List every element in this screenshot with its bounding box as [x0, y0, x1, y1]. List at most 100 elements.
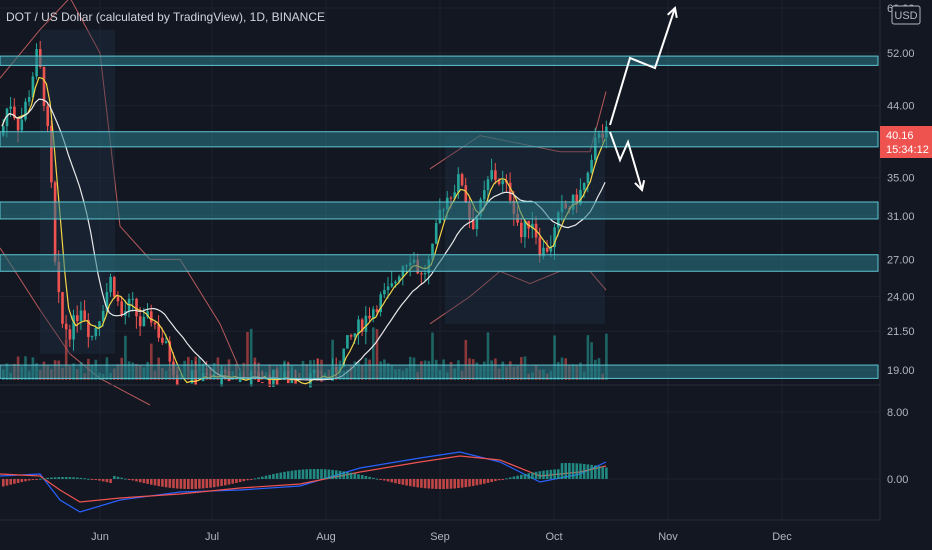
candle-body [142, 316, 146, 327]
macd-histogram-bar [431, 479, 434, 489]
candle-body [16, 118, 20, 131]
candle-body [364, 315, 368, 332]
macd-histogram-bar [483, 479, 486, 484]
macd-histogram-bar [557, 469, 560, 479]
candle-body [397, 276, 401, 282]
macd-histogram-bar [124, 478, 127, 480]
candle-body [50, 126, 53, 183]
candle-body [523, 220, 527, 238]
candle-body [168, 341, 172, 362]
macd-histogram-bar [571, 463, 575, 479]
macd-histogram-bar [538, 471, 542, 479]
candle-body [586, 172, 590, 183]
candle-body [368, 315, 371, 319]
price-axis-ticks: 60.0052.0044.0035.0031.0027.0024.0021.50… [887, 3, 915, 486]
macd-histogram-bar [309, 469, 312, 479]
macd-histogram-bar [87, 478, 90, 480]
macd-histogram-bar [590, 464, 593, 479]
macd-histogram-bar [379, 479, 382, 480]
volume-bar [249, 328, 253, 380]
macd-histogram-bar [72, 477, 75, 479]
bar-countdown: 15:34:12 [886, 144, 929, 156]
macd-histogram-bar [372, 477, 375, 479]
time-label-4: Oct [545, 531, 562, 543]
macd-histogram-bar [135, 479, 138, 482]
macd-histogram-bar [364, 475, 368, 479]
macd-histogram-bar [605, 467, 608, 479]
candle-body [557, 212, 560, 228]
macd-histogram-bar [542, 470, 545, 479]
macd-histogram-bar [320, 469, 323, 479]
macd-histogram-bar [53, 477, 57, 479]
sr-zone-1 [0, 131, 879, 148]
candle-body [268, 374, 271, 387]
macd-histogram-bar [113, 475, 116, 479]
volume-bar [486, 332, 490, 380]
price-tick-8: 19.00 [887, 365, 915, 377]
macd-histogram-bar [150, 479, 153, 485]
macd-histogram-bar [523, 473, 527, 479]
macd-signal-line [0, 455, 607, 503]
macd-histogram-bar [601, 466, 604, 479]
macd-histogram-bar [2, 479, 5, 487]
support-resistance-zones[interactable] [0, 55, 879, 379]
candle-body [420, 273, 423, 275]
candle-body [594, 137, 597, 160]
ma-fast-line [1, 76, 606, 385]
last-price-value: 40.16 [886, 130, 914, 142]
price-tick-1: 52.00 [887, 48, 915, 60]
macd-histogram-bar [242, 479, 246, 482]
time-label-2: Aug [316, 531, 336, 543]
macd-histogram-bar [420, 479, 423, 488]
macd-histogram-bar [357, 474, 360, 479]
macd-histogram-bar [497, 479, 501, 481]
candle-body [150, 311, 153, 323]
projection-arrows[interactable] [609, 6, 678, 193]
macd-histogram-bar [471, 479, 475, 486]
macd-histogram-bar [257, 477, 260, 479]
candle-body [553, 227, 556, 248]
macd-histogram-bar [101, 479, 105, 482]
price-tick-3: 35.00 [887, 173, 915, 185]
candle-body [105, 292, 109, 311]
time-label-3: Sep [430, 531, 450, 543]
macd-histogram-bar [9, 479, 12, 485]
currency-badge[interactable]: USD [891, 5, 921, 25]
macd-histogram-bar [31, 479, 35, 480]
candle-body [531, 223, 534, 229]
candle-body [135, 298, 138, 317]
candle-body [520, 222, 523, 238]
macd-pane [0, 451, 608, 513]
macd-histogram-bar [316, 469, 320, 479]
macd-histogram-bar [479, 479, 482, 485]
candle-body [460, 174, 464, 186]
macd-histogram-bar [201, 479, 205, 489]
macd-histogram-bar [98, 479, 101, 481]
band-fill-left [40, 29, 115, 354]
time-axis-labels[interactable]: Jun Jul Aug Sep Oct Nov Dec [91, 531, 792, 543]
macd-histogram-bar [468, 479, 471, 487]
macd-histogram-bar [224, 479, 227, 486]
candle-body [113, 276, 116, 297]
macd-histogram-bar [390, 479, 394, 483]
macd-histogram-bar [505, 478, 508, 480]
macd-histogram-bar [416, 479, 419, 488]
candle-body [497, 179, 501, 185]
price-axis[interactable] [880, 0, 932, 550]
band-upper-left [0, 0, 241, 371]
candle-body [24, 101, 27, 120]
macd-histogram-bar [331, 469, 334, 479]
macd-histogram-bar [575, 463, 579, 479]
macd-histogram-bar [338, 470, 342, 479]
candle-body [153, 322, 157, 325]
candle-body [383, 290, 386, 295]
candle-body [109, 276, 112, 293]
candle-body [294, 379, 297, 384]
candle-body [20, 119, 24, 131]
macd-histogram-bar [27, 479, 31, 481]
macd-histogram-bar [457, 479, 460, 489]
macd-histogram-bar [549, 469, 553, 479]
macd-histogram-bar [305, 469, 308, 479]
